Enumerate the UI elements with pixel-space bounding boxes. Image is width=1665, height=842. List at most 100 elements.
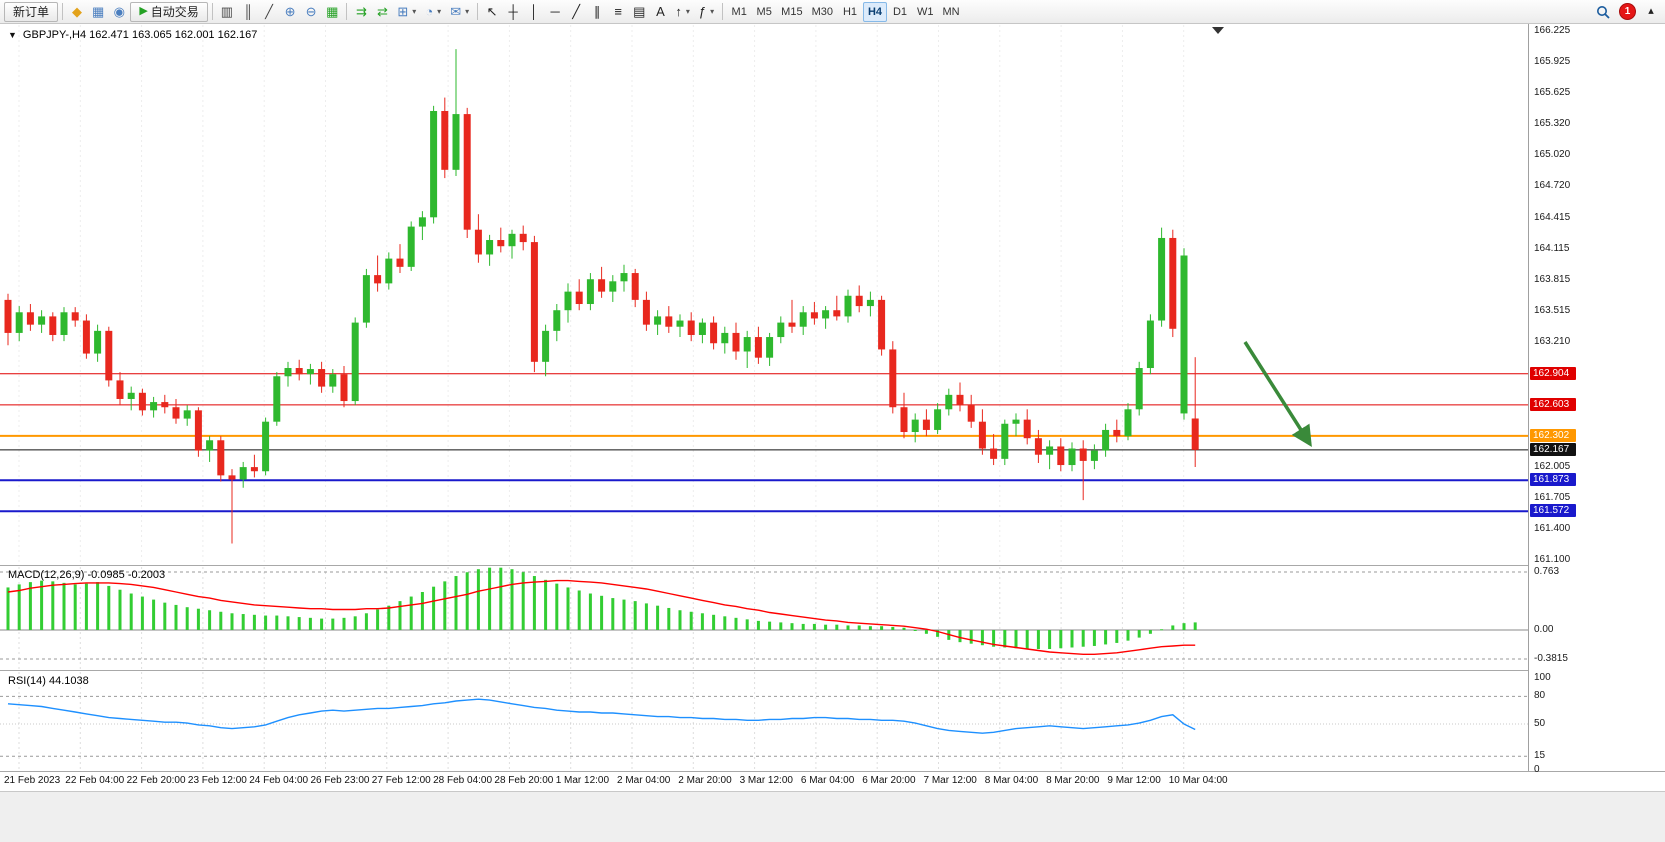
macd-tick: 0.00 (1534, 624, 1554, 635)
horizontal-line-tool-button[interactable]: ─ (545, 2, 565, 22)
templates-button[interactable]: ✉ ▾ (446, 2, 473, 22)
data-window-button[interactable]: ▦ (88, 2, 108, 22)
timeframe-m5[interactable]: M5 (752, 2, 776, 22)
time-label: 10 Mar 04:00 (1168, 775, 1228, 786)
vertical-line-tool-button[interactable]: │ (524, 2, 544, 22)
price-tick: 164.720 (1534, 180, 1571, 192)
collapse-chart-icon[interactable]: ▼ (8, 30, 17, 40)
fibonacci-icon: ≡ (614, 4, 622, 19)
grid-tool-button[interactable]: ▤ (629, 2, 649, 22)
price-tick: 163.210 (1534, 336, 1571, 348)
indicators-button[interactable]: ƒ ▾ (695, 2, 718, 22)
zoom-in-icon: ⊕ (284, 4, 296, 19)
arrows-icon: ↑ (675, 4, 682, 19)
toolbar-separator (722, 3, 724, 20)
hlines-layer (0, 373, 1528, 513)
macd-histogram (6, 567, 1197, 649)
price-tick: 162.005 (1534, 460, 1571, 472)
chevron-down-icon: ▾ (710, 7, 715, 16)
rsi-tick: 80 (1534, 690, 1546, 702)
timeframe-w1[interactable]: W1 (913, 2, 938, 22)
chevron-down-icon: ▾ (465, 7, 470, 16)
status-strip (0, 791, 1665, 842)
time-label: 6 Mar 20:00 (862, 775, 916, 786)
price-tick: 166.225 (1534, 25, 1571, 36)
zoom-out-button[interactable]: ⊖ (301, 2, 321, 22)
bar-chart-button[interactable]: ▥ (217, 2, 237, 22)
rsi-panel[interactable] (0, 671, 1528, 771)
timeframe-m30[interactable]: M30 (808, 2, 837, 22)
crosshair-icon: ┼ (508, 4, 518, 19)
price-axis[interactable]: 166.225 165.925 165.625 165.320 165.020 164.7… (1528, 24, 1665, 775)
macd-panel[interactable] (0, 566, 1528, 670)
price-tick: 165.925 (1534, 55, 1571, 67)
chart-shift-marker[interactable] (1212, 27, 1224, 34)
rsi-label: RSI(14) 44.1038 (8, 675, 89, 687)
time-label: 22 Feb 04:00 (65, 775, 125, 786)
price-tag-161.572: 161.572 (1530, 504, 1576, 518)
periods-button[interactable]: ◔ ▾ (421, 2, 445, 22)
new-order-button[interactable]: 新订单 (4, 1, 59, 22)
channel-tool-button[interactable]: ∥ (587, 2, 607, 22)
notifications-button[interactable]: 1 (1615, 2, 1640, 22)
auto-trading-button[interactable]: ▶ 自动交易 (130, 1, 208, 22)
price-tick: 163.815 (1534, 273, 1571, 285)
panel-divider[interactable] (0, 670, 1665, 671)
zoom-in-button[interactable]: ⊕ (280, 2, 300, 22)
toolbar-separator (211, 3, 213, 20)
zoom-out-icon: ⊖ (305, 4, 317, 19)
toolbar-separator (62, 3, 64, 20)
market-watch-icon: ◆ (72, 4, 83, 19)
time-label: 24 Feb 04:00 (249, 775, 309, 786)
price-tick: 163.515 (1534, 304, 1571, 316)
line-chart-button[interactable]: ╱ (259, 2, 279, 22)
price-tick: 161.400 (1534, 523, 1571, 535)
toolbar-overflow-button[interactable]: ▴ (1641, 2, 1661, 22)
time-axis[interactable]: 21 Feb 2023 22 Feb 04:00 22 Feb 20:00 23 Fe… (0, 772, 1665, 791)
time-label: 3 Mar 12:00 (739, 775, 793, 786)
chevron-down-icon: ▾ (685, 7, 690, 16)
time-label: 21 Feb 2023 (4, 775, 61, 786)
cursor-icon: ↖ (486, 4, 498, 19)
panel-divider[interactable] (0, 771, 1665, 772)
time-label: 1 Mar 12:00 (555, 775, 610, 786)
auto-trading-label: 自动交易 (150, 5, 199, 19)
new-chart-button[interactable]: ⊞ ▾ (393, 2, 420, 22)
timeframe-m1[interactable]: M1 (727, 2, 751, 22)
price-chart-panel[interactable] (0, 24, 1528, 565)
price-tick: 165.625 (1534, 86, 1571, 98)
tile-windows-icon: ▦ (326, 4, 339, 19)
trendline-tool-button[interactable]: ╱ (566, 2, 586, 22)
fibonacci-tool-button[interactable]: ≡ (608, 2, 628, 22)
navigator-icon: ◉ (113, 4, 125, 19)
chart-title-row: ▼ GBPJPY-,H4 162.471 163.065 162.001 162… (8, 29, 257, 41)
cursor-tool-button[interactable]: ↖ (482, 2, 502, 22)
navigator-button[interactable]: ◉ (109, 2, 129, 22)
panel-divider[interactable] (0, 565, 1665, 566)
search-button[interactable] (1592, 2, 1614, 22)
price-tag-162.302: 162.302 (1530, 428, 1576, 442)
crosshair-tool-button[interactable]: ┼ (503, 2, 523, 22)
arrow-annotation[interactable] (1243, 341, 1312, 447)
price-tag-161.873: 161.873 (1530, 473, 1576, 487)
timeframe-h1[interactable]: H1 (838, 2, 862, 22)
timeframe-mn[interactable]: MN (938, 2, 963, 22)
tile-windows-button[interactable]: ▦ (322, 2, 342, 22)
market-watch-button[interactable]: ◆ (67, 2, 87, 22)
arrows-tool-button[interactable]: ↑ ▾ (671, 2, 694, 22)
chart-shift-button[interactable]: ⇄ (372, 2, 392, 22)
timeframe-d1[interactable]: D1 (888, 2, 912, 22)
timeframe-group: M1 M5 M15 M30 H1 H4 D1 W1 MN (727, 1, 963, 22)
chevron-down-icon: ▾ (437, 7, 442, 16)
timeframe-m15[interactable]: M15 (777, 2, 806, 22)
auto-scroll-button[interactable]: ⇉ (351, 2, 371, 22)
time-label: 28 Feb 20:00 (494, 775, 554, 786)
candlestick-chart-icon: ║ (243, 4, 253, 19)
candlestick-chart-button[interactable]: ║ (238, 2, 258, 22)
auto-scroll-icon: ⇉ (355, 4, 367, 19)
timeframe-h4[interactable]: H4 (862, 1, 887, 22)
indicators-icon: ƒ (698, 4, 707, 19)
macd-label: MACD(12,26,9) -0.0985 -0.2003 (8, 569, 166, 581)
price-tick: 161.100 (1534, 554, 1571, 565)
text-tool-button[interactable]: A (650, 2, 670, 22)
